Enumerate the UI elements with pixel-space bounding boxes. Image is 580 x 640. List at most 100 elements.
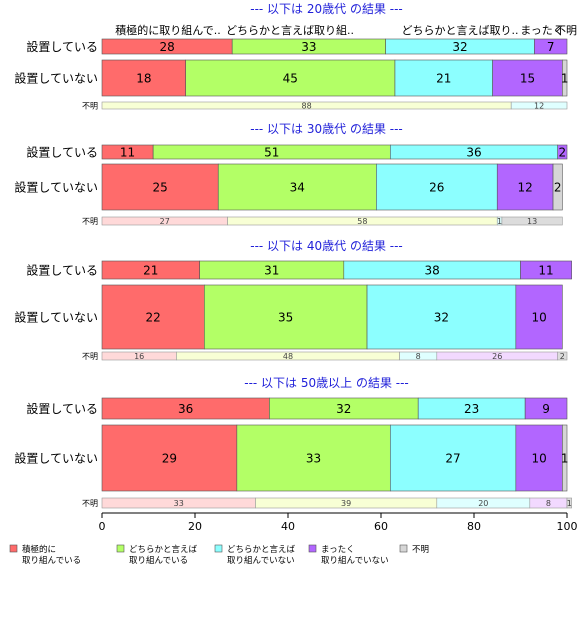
bar-segment (557, 351, 568, 361)
column-header-label: まったく (520, 24, 564, 37)
legend-label: どちらかと言えば (129, 544, 198, 555)
data-label: 9 (542, 402, 550, 416)
data-label: 18 (136, 72, 151, 86)
bar-segment (236, 424, 391, 492)
data-label: 1 (561, 72, 569, 86)
data-label: 27 (160, 217, 170, 226)
bar-segment (562, 59, 568, 97)
data-label: 33 (306, 452, 321, 466)
legend-swatch (214, 544, 223, 553)
bar-segment (557, 144, 568, 160)
data-label: 28 (159, 40, 174, 54)
row-label: 設置している (26, 145, 98, 160)
data-label: 21 (143, 264, 158, 278)
data-label: 1 (561, 452, 569, 466)
data-label: 32 (452, 40, 467, 54)
bar-segment (562, 424, 568, 492)
bar-segment (510, 101, 568, 110)
column-header-label: どちらかと言えば取り.. (402, 24, 519, 37)
bar-segment (394, 59, 493, 97)
row-label: 不明 (82, 352, 98, 361)
row-label: 設置している (26, 401, 98, 416)
data-label: 38 (425, 264, 440, 278)
data-label: 13 (527, 217, 537, 226)
data-label: 16 (134, 352, 144, 361)
data-label: 12 (534, 102, 544, 111)
legend-label: 取り組んでいる (129, 555, 188, 566)
data-label: 1 (567, 499, 572, 508)
bar-segment (185, 59, 396, 97)
x-tick-label: 0 (99, 520, 106, 533)
bar-segment (515, 284, 563, 350)
bar-segment (566, 497, 572, 509)
data-label: 2 (554, 181, 562, 195)
column-header-label: 積極的に取り組んで.. (115, 23, 220, 37)
bar-segment (101, 59, 186, 97)
data-label: 36 (178, 402, 193, 416)
legend-label: 取り組んでいない (227, 555, 295, 566)
legend-swatch (116, 544, 125, 553)
data-label: 2 (559, 146, 567, 160)
data-label: 26 (429, 181, 444, 195)
data-label: 58 (357, 217, 367, 226)
data-label: 34 (290, 181, 305, 195)
bar-segment (534, 38, 568, 55)
data-label: 25 (152, 181, 167, 195)
bar-segment (520, 260, 572, 280)
legend-label: 取り組んでいる (22, 555, 81, 566)
data-label: 31 (264, 264, 279, 278)
row-label: 不明 (82, 499, 98, 508)
bar-segment (101, 284, 205, 350)
group-title: --- 以下は 50歳以上 の結果 --- (244, 376, 409, 390)
row-label: 設置していない (14, 310, 98, 325)
data-label: 8 (416, 352, 421, 361)
data-label: 26 (492, 352, 502, 361)
row-label: 設置していない (14, 71, 98, 86)
data-label: 32 (336, 402, 351, 416)
data-label: 11 (120, 146, 135, 160)
bar-segment (389, 424, 517, 492)
row-label: 設置している (26, 263, 98, 278)
data-label: 88 (302, 102, 312, 111)
data-label: 10 (531, 452, 546, 466)
row-label: 設置していない (14, 180, 98, 195)
legend-label: 取り組んでいない (321, 555, 389, 566)
bar-segment (376, 163, 498, 211)
group-title: --- 以下は 20歳代 の結果 --- (250, 2, 403, 16)
bar-segment (217, 163, 377, 211)
bar-segment (496, 163, 554, 211)
group-title: --- 以下は 40歳代 の結果 --- (250, 239, 403, 253)
row-label: 設置していない (14, 451, 98, 466)
row-label: 不明 (82, 217, 98, 226)
data-label: 22 (146, 311, 161, 325)
bar-segment (501, 216, 563, 226)
data-label: 39 (341, 499, 351, 508)
legend-label: 積極的に (22, 544, 56, 555)
data-label: 15 (520, 72, 535, 86)
data-label: 32 (434, 311, 449, 325)
column-header-label: 不明 (555, 24, 577, 37)
legend-label: 不明 (412, 545, 429, 555)
bar-segment (524, 397, 568, 420)
data-label: 35 (278, 311, 293, 325)
data-label: 48 (283, 352, 293, 361)
data-label: 2 (560, 352, 565, 361)
bar-segment (552, 163, 563, 211)
data-label: 1 (497, 217, 502, 226)
legend-swatch (399, 544, 408, 553)
data-label: 51 (264, 146, 279, 160)
x-tick-label: 100 (557, 520, 578, 533)
group-title: --- 以下は 30歳代 の結果 --- (250, 122, 403, 136)
data-label: 20 (478, 499, 488, 508)
bar-segment (492, 59, 563, 97)
data-label: 36 (466, 146, 481, 160)
x-tick-label: 80 (467, 520, 481, 533)
x-tick-label: 60 (374, 520, 388, 533)
bar-segment (101, 163, 219, 211)
legend-swatch (308, 544, 317, 553)
x-tick-label: 20 (188, 520, 202, 533)
data-label: 45 (283, 72, 298, 86)
data-label: 21 (436, 72, 451, 86)
